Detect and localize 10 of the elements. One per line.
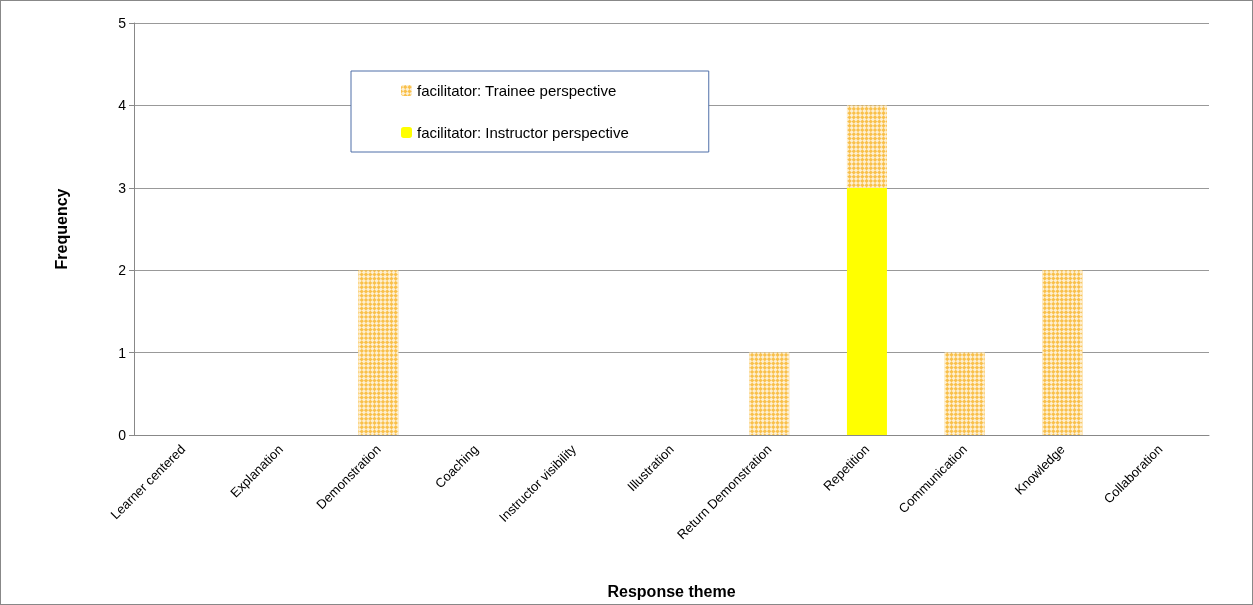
legend-label: facilitator: Trainee perspective [417,82,617,99]
y-tick-label: 1 [118,344,127,361]
y-tick-label: 3 [118,179,127,196]
x-axis-title: Response theme [607,582,736,600]
y-tick-label: 2 [118,262,127,279]
y-tick-label: 5 [118,15,127,31]
legend-label: facilitator: Instructor perspective [417,124,629,141]
y-axis-title: Frequency [52,188,70,270]
y-tick-label: 4 [118,97,127,114]
y-tick-label: 0 [118,427,127,443]
